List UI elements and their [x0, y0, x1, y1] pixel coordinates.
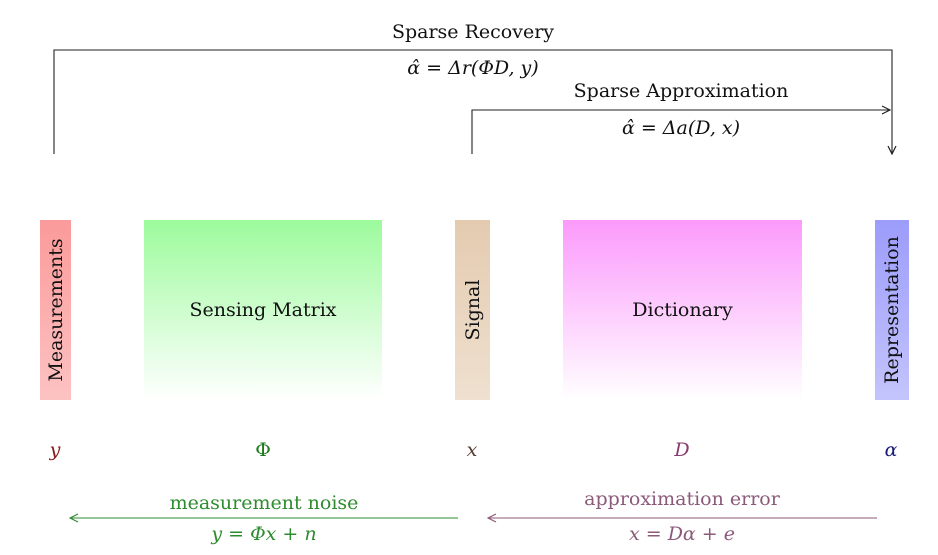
sparse-recovery-title: Sparse Recovery [391, 21, 555, 43]
symbol-alpha: α [884, 439, 898, 461]
measurement-noise-title: measurement noise [169, 492, 359, 514]
symbol-dictionary: D [674, 439, 690, 461]
representation-block: Representation [875, 220, 909, 400]
measurements-label: Measurements [44, 238, 67, 382]
sparse-recovery-arrow [53, 49, 892, 154]
signal-block: Signal [455, 220, 490, 400]
approximation-error-title: approximation error [584, 488, 780, 510]
symbol-phi: Φ [255, 439, 271, 461]
sparse-recovery-formula: α̂ = Δr(ΦD, y) [407, 57, 539, 79]
measurements-block: Measurements [40, 220, 71, 400]
representation-label: Representation [881, 236, 903, 384]
sparse-approximation-formula: α̂ = Δa(D, x) [621, 117, 741, 139]
sensing-matrix-block: Sensing Matrix [144, 220, 382, 400]
dictionary-block: Dictionary [563, 220, 802, 400]
sensing-matrix-label: Sensing Matrix [189, 299, 337, 321]
signal-label: Signal [461, 279, 484, 341]
approximation-error-formula: x = Dα + e [628, 523, 736, 545]
sparse-approximation-title: Sparse Approximation [573, 80, 789, 102]
measurement-noise-formula: y = Φx + n [211, 523, 317, 545]
dictionary-label: Dictionary [632, 299, 733, 321]
sparse-approximation-arrow [471, 110, 890, 154]
symbol-y: y [49, 439, 61, 461]
symbol-x: x [466, 439, 478, 461]
